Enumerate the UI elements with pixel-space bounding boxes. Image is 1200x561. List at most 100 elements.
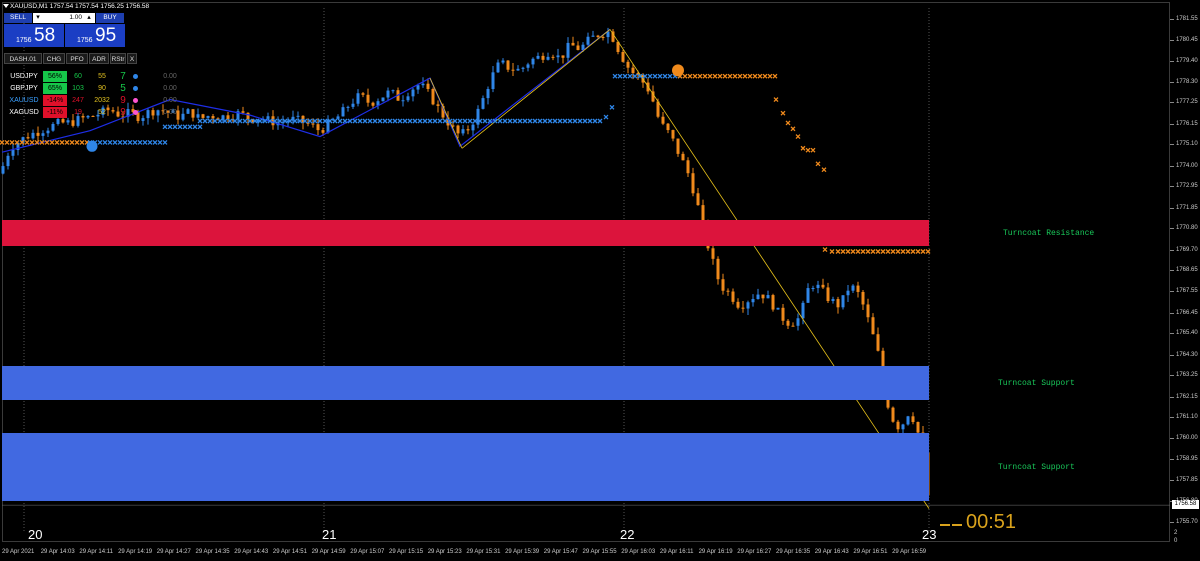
dashboard-row[interactable]: XAGUSD -11% 19 52 9 0.00 [4, 107, 184, 118]
resistance-x-marker [732, 73, 738, 79]
dashboard-tab-pfo[interactable]: PFO [66, 53, 88, 64]
dashboard-rstr: 9 [120, 95, 126, 106]
candle-body [816, 284, 820, 289]
dashboard-tab-chg[interactable]: CHG [43, 53, 65, 64]
candle-body [491, 72, 495, 90]
dashboard-close-button[interactable]: X [127, 53, 137, 64]
stop-x-marker [815, 161, 821, 167]
candle-body [606, 31, 610, 38]
support-x-marker [332, 118, 338, 124]
price-tick-mark [1170, 291, 1174, 293]
sell-button[interactable]: SELL [4, 13, 32, 23]
lot-increase-icon[interactable]: ▴ [87, 14, 91, 21]
support-x-marker [437, 118, 443, 124]
time-tick-label: 29 Apr 14:03 [40, 549, 75, 555]
dashboard-pfo: 103 [72, 85, 84, 92]
candle-body [181, 113, 185, 120]
support-x-marker [512, 118, 518, 124]
candle-body [596, 35, 600, 37]
support-x-marker [502, 118, 508, 124]
current-price-label: 1756.58 [1172, 500, 1199, 510]
candle-body [791, 325, 795, 327]
price-tick-label: 1764.30 [1176, 351, 1198, 358]
candle-body [11, 150, 15, 156]
candle-body [471, 124, 475, 131]
support-x-marker [647, 73, 653, 79]
price-tick-label: 1778.30 [1176, 79, 1198, 86]
support-x-marker [257, 118, 263, 124]
dashboard-tab-dash[interactable]: DASH.01 [4, 53, 42, 64]
price-tick-mark [1170, 480, 1174, 482]
support-zone [2, 432, 929, 501]
candle-body [316, 124, 320, 131]
lot-size-field[interactable] [33, 13, 95, 23]
candle-body [381, 97, 385, 102]
candle-body [536, 55, 540, 59]
candle-body [171, 110, 175, 113]
support-x-marker [482, 118, 488, 124]
support-x-marker [0, 139, 5, 145]
support-x-marker [282, 118, 288, 124]
support-x-marker [267, 118, 273, 124]
support-x-marker [142, 139, 148, 145]
price-tick-label: 1772.95 [1176, 183, 1198, 190]
buy-price-panel[interactable]: 1756 95 [65, 24, 125, 47]
resistance-x-marker [890, 249, 896, 254]
support-x-marker [79, 139, 85, 145]
dashboard-tab-adr[interactable]: ADR [89, 53, 109, 64]
candle-body [406, 96, 410, 101]
price-tick-mark [1170, 354, 1174, 356]
support-x-marker [537, 118, 543, 124]
dashboard-pfo: 60 [74, 73, 82, 80]
buy-button[interactable]: BUY [96, 13, 124, 23]
collapse-icon[interactable] [3, 4, 9, 8]
support-x-marker [497, 118, 503, 124]
dashboard-row[interactable]: GBPJPY 65% 103 90 5 0.00 [4, 83, 184, 94]
resistance-x-marker [895, 249, 901, 254]
x-marker [603, 114, 609, 120]
candle-body [151, 110, 155, 116]
support-x-marker [622, 73, 628, 79]
dashboard-row[interactable]: USDJPY 56% 60 55 7 0.00 [4, 71, 184, 82]
support-x-marker [407, 118, 413, 124]
price-tick-label: 1771.85 [1176, 204, 1198, 211]
candle-body [756, 294, 760, 300]
channel-line [1, 28, 611, 153]
dashboard-tab-rstr[interactable]: RStr [110, 53, 126, 64]
price-tick-label: 1766.45 [1176, 309, 1198, 316]
candle-body [161, 110, 165, 112]
candle-body [221, 115, 225, 121]
support-x-marker [217, 118, 223, 124]
support-x-marker [64, 139, 70, 145]
candle-body [166, 110, 170, 113]
sell-price-panel[interactable]: 1756 58 [4, 24, 64, 47]
candle-body [326, 119, 330, 133]
resistance-x-marker [885, 249, 891, 254]
candle-body [876, 334, 880, 351]
dashboard-row[interactable]: XAUUSD -14% 247 2032 9 0.00 [4, 95, 184, 106]
candle-body [196, 114, 200, 118]
candle-body [146, 110, 150, 119]
support-x-marker [577, 118, 583, 124]
candle-body [356, 93, 360, 104]
candle-body [516, 68, 520, 71]
candle-body [306, 122, 310, 124]
candle-body [466, 129, 470, 131]
chart-area[interactable] [2, 2, 1170, 542]
price-tick-mark [1170, 165, 1174, 167]
lot-decrease-icon[interactable]: ▾ [36, 14, 40, 21]
candle-body [591, 35, 595, 37]
candle-body [811, 288, 815, 290]
support-x-marker [532, 118, 538, 124]
candle-body [31, 132, 35, 139]
price-tick-mark [1170, 249, 1174, 251]
support-x-marker [637, 73, 643, 79]
candle-body [551, 56, 555, 58]
lot-size-value[interactable]: 1.00 [69, 14, 82, 21]
support-x-marker [227, 118, 233, 124]
axis-extra-top: 2 [1174, 530, 1178, 536]
candle-body [321, 130, 325, 133]
support-x-marker [612, 73, 618, 79]
candle-body [241, 111, 245, 113]
candlestick-plot [0, 8, 1170, 532]
